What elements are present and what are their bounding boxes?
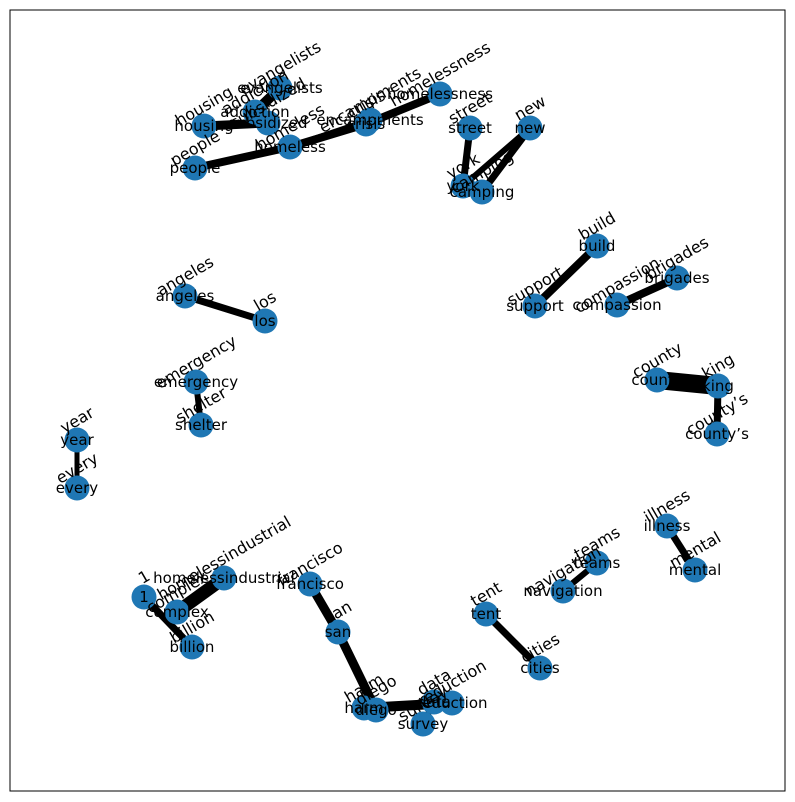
node-street <box>457 115 483 141</box>
node-label-complex: complex <box>145 603 209 621</box>
node-label-tent: tent <box>471 605 502 623</box>
node-york <box>450 173 476 199</box>
node-illness <box>654 513 680 539</box>
node-label-evangelists: evangelists <box>237 79 323 97</box>
node-label-street: street <box>448 119 492 137</box>
node-label-county: county <box>631 371 682 389</box>
graph-frame <box>9 9 786 792</box>
node-label-san: san <box>325 623 352 641</box>
edge-tent-cities <box>483 611 543 671</box>
node-label-year: year <box>60 431 94 449</box>
node-build <box>584 233 610 259</box>
node-subsidized <box>255 110 281 136</box>
node-label-cities: cities <box>520 659 560 677</box>
node-king <box>705 373 731 399</box>
node-label-shelter: shelter <box>175 416 228 434</box>
node-camping <box>469 179 495 205</box>
node-evangelists <box>267 75 293 101</box>
node-label-navigation: navigation <box>523 582 602 600</box>
node-label-homelessness: homelessness <box>387 85 493 103</box>
node-homelessness <box>427 81 453 107</box>
node-label-housing: housing <box>174 117 233 135</box>
node-navigation <box>550 578 576 604</box>
node-data <box>421 689 447 715</box>
node-label-mental: mental <box>669 561 722 579</box>
node-label-data: data <box>417 693 451 711</box>
node-label-survey: survey <box>398 715 449 733</box>
node-label-homelessindustrial: homelessindustrial <box>153 569 295 587</box>
node-complex <box>164 599 190 625</box>
node-compassion <box>604 292 630 318</box>
node-label-one: 1 <box>139 588 149 606</box>
node-crisis <box>353 111 379 137</box>
node-label-every: every <box>56 479 99 497</box>
node-cities <box>527 655 553 681</box>
node-los <box>252 308 278 334</box>
node-label-build: build <box>579 237 616 255</box>
node-label-francisco: francisco <box>276 575 344 593</box>
node-label-york: york <box>447 177 480 195</box>
node-label-subsidized: subsidized <box>228 114 307 132</box>
node-francisco <box>297 571 323 597</box>
node-one <box>131 584 157 610</box>
node-label-compassion: compassion <box>572 296 661 314</box>
node-support <box>522 293 548 319</box>
node-tent <box>473 601 499 627</box>
node-label-teams: teams <box>574 554 621 572</box>
node-homelessindustrial <box>211 565 237 591</box>
edge-build-support <box>532 243 600 309</box>
node-mental <box>682 557 708 583</box>
node-san <box>325 619 351 645</box>
node-label-new: new <box>514 119 545 137</box>
node-label-diego: diego <box>355 701 397 719</box>
node-county <box>644 367 670 393</box>
node-every <box>64 475 90 501</box>
nodes-layer <box>64 75 731 737</box>
node-label-countys: county’s <box>685 425 749 443</box>
node-homeless <box>277 134 303 160</box>
node-label-emergency: emergency <box>154 373 238 391</box>
node-label-crisis: crisis <box>347 115 386 133</box>
node-new <box>517 115 543 141</box>
node-reduction <box>439 690 465 716</box>
node-label-camping: camping <box>450 183 515 201</box>
node-label-los: los <box>254 312 275 330</box>
node-label-homeless: homeless <box>254 138 326 156</box>
node-housing <box>191 113 217 139</box>
edge-new-york <box>461 125 532 189</box>
node-label-support: support <box>506 297 564 315</box>
node-label-brigades: brigades <box>644 269 709 287</box>
node-label-king: king <box>702 377 734 395</box>
node-people <box>182 155 208 181</box>
edge-people-homeless <box>194 143 291 172</box>
node-teams <box>584 550 610 576</box>
node-brigades <box>664 265 690 291</box>
node-year <box>64 427 90 453</box>
node-countys <box>704 421 730 447</box>
node-diego <box>363 697 389 723</box>
node-survey <box>410 711 436 737</box>
node-label-reduction: reduction <box>416 694 487 712</box>
node-label-people: people <box>170 159 221 177</box>
node-angeles <box>172 283 198 309</box>
node-label-encampments: encampments <box>316 111 424 129</box>
edge-angeles-los <box>183 292 267 325</box>
node-label-harm: harm <box>344 699 383 717</box>
node-label-addiction: addiction <box>220 103 289 121</box>
node-label-angeles: angeles <box>156 287 215 305</box>
node-label-illness: illness <box>644 517 691 535</box>
node-shelter <box>188 412 214 438</box>
node-label-billion: billion <box>170 638 215 656</box>
node-emergency <box>183 369 209 395</box>
node-billion <box>179 634 205 660</box>
